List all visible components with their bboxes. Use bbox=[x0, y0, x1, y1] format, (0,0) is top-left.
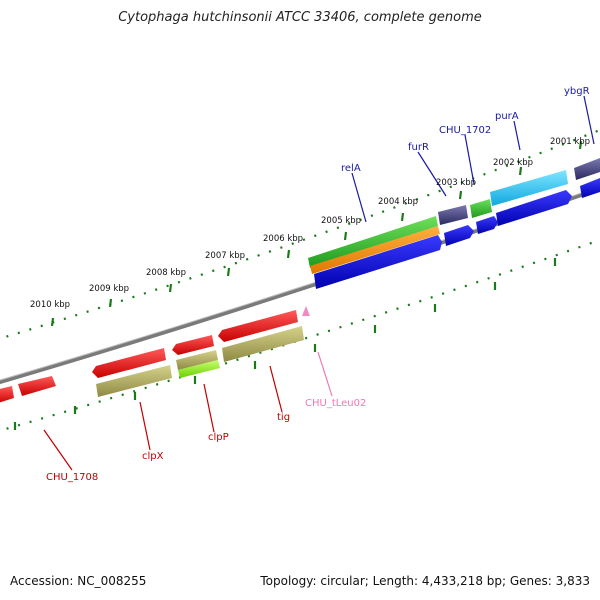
gene-block-chu1702[interactable] bbox=[470, 199, 492, 218]
gene-arrow-tig[interactable] bbox=[218, 310, 298, 342]
gene-arrow-blue-1[interactable] bbox=[314, 235, 442, 289]
forward-genes bbox=[308, 158, 600, 289]
gene-label-rela: relA bbox=[341, 163, 361, 174]
reverse-genes bbox=[0, 306, 310, 404]
gene-label-ybgr: ybgR bbox=[564, 86, 590, 97]
scale-label-2010: 2010 kbp bbox=[30, 300, 70, 310]
gene-label-furr: furR bbox=[408, 142, 429, 153]
gene-block-pura[interactable] bbox=[490, 170, 568, 206]
gene-block-furr[interactable] bbox=[438, 205, 468, 225]
scale-label-2009: 2009 kbp bbox=[89, 284, 129, 294]
gene-block-ybgr[interactable] bbox=[574, 158, 600, 180]
gene-arrow-blue-3[interactable] bbox=[476, 216, 498, 234]
outer-tick-ring bbox=[0, 128, 600, 340]
gene-arrow-blue-4[interactable] bbox=[496, 190, 572, 226]
outer-major-ticks bbox=[50, 140, 583, 327]
gene-label-pura: purA bbox=[495, 111, 519, 122]
scale-label-2002: 2002 kbp bbox=[493, 158, 533, 168]
gene-labels: ybgR purA CHU_1702 furR relA CHU_tLeu02 … bbox=[46, 86, 590, 483]
map-title: Cytophaga hutchinsonii ATCC 33406, compl… bbox=[118, 10, 482, 25]
gene-block-lime[interactable] bbox=[178, 360, 220, 378]
gene-label-chu1702: CHU_1702 bbox=[439, 125, 491, 136]
gene-block-olive-2[interactable] bbox=[176, 350, 218, 370]
gene-arrow-blue-2[interactable] bbox=[444, 225, 474, 246]
scale-label-2004: 2004 kbp bbox=[378, 197, 418, 207]
gene-block-rela-green[interactable] bbox=[308, 216, 438, 268]
gene-arrow-chu1708[interactable] bbox=[18, 376, 56, 396]
scale-labels: 2010 kbp 2009 kbp 2008 kbp 2007 kbp 2006… bbox=[30, 137, 590, 310]
trna-marker[interactable] bbox=[302, 306, 310, 316]
scale-label-2006: 2006 kbp bbox=[263, 234, 303, 244]
gene-block-olive-3[interactable] bbox=[222, 326, 304, 362]
scale-label-2001: 2001 kbp bbox=[550, 137, 590, 147]
scale-label-2007: 2007 kbp bbox=[205, 251, 245, 261]
gene-label-chu1708: CHU_1708 bbox=[46, 472, 98, 483]
gene-arrow-red-1[interactable] bbox=[0, 386, 14, 404]
genome-summary-text: Topology: circular; Length: 4,433,218 bp… bbox=[260, 574, 590, 588]
gene-label-clpx: clpX bbox=[142, 451, 164, 462]
leader-lines bbox=[43, 95, 595, 471]
gene-label-chu-tleu02: CHU_tLeu02 bbox=[305, 398, 366, 409]
scale-label-2003: 2003 kbp bbox=[436, 178, 476, 188]
accession-text: Accession: NC_008255 bbox=[10, 574, 147, 588]
gene-label-clpp: clpP bbox=[208, 432, 229, 443]
inner-major-ticks bbox=[13, 258, 557, 430]
gene-block-olive-1[interactable] bbox=[96, 365, 172, 397]
gene-label-tig: tig bbox=[277, 412, 290, 423]
scale-label-2005: 2005 kbp bbox=[321, 216, 361, 226]
gene-arrow-clpx[interactable] bbox=[92, 348, 166, 378]
scale-label-2008: 2008 kbp bbox=[146, 268, 186, 278]
gene-block-rela-orange[interactable] bbox=[310, 226, 440, 274]
gene-arrow-clpp[interactable] bbox=[172, 335, 214, 355]
gene-arrow-blue-5[interactable] bbox=[580, 178, 600, 198]
